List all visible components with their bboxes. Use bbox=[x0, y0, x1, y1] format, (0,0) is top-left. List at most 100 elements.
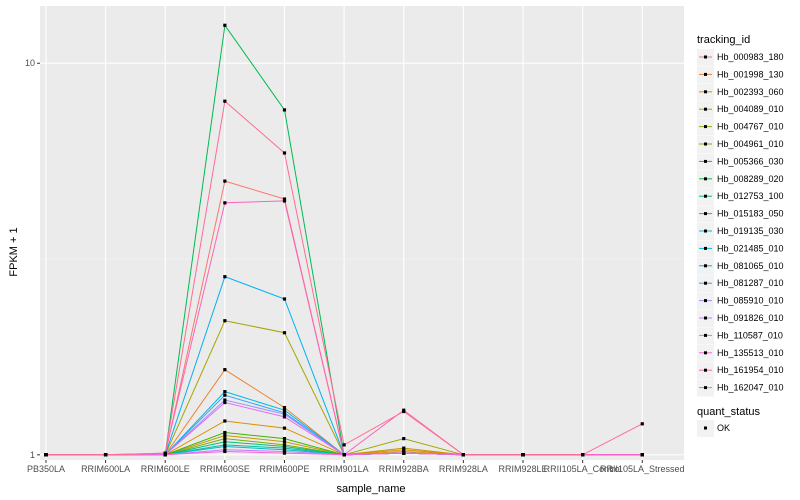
legend-item-label: Hb_081287_010 bbox=[717, 278, 784, 288]
data-point bbox=[223, 275, 227, 279]
panel-background bbox=[40, 6, 684, 460]
legend-key-point bbox=[704, 299, 707, 303]
data-point bbox=[402, 409, 406, 414]
data-point bbox=[581, 453, 585, 457]
legend-item-label: Hb_005366_030 bbox=[717, 156, 784, 166]
x-tick-label: RRII105LA_Control bbox=[544, 464, 622, 474]
x-axis-ticks: PB350LA RRIM600LA RRIM600LE RRIM600SE RRIM60… bbox=[27, 460, 685, 474]
data-point bbox=[282, 331, 287, 335]
legend-shape-items: OK bbox=[697, 420, 730, 437]
legend-item-label: Hb_001998_130 bbox=[717, 69, 784, 79]
legend-key-point bbox=[704, 229, 707, 233]
data-point bbox=[282, 297, 287, 301]
legend-key-point bbox=[704, 264, 707, 268]
data-point bbox=[521, 453, 525, 457]
x-tick-label: PB350LA bbox=[27, 464, 65, 474]
legend-color-items: Hb_000983_180 Hb_001998_130 Hb_002393_060 H… bbox=[697, 49, 784, 397]
data-point bbox=[402, 448, 406, 452]
data-point bbox=[223, 398, 227, 402]
legend-item-label: Hb_000983_180 bbox=[717, 52, 784, 62]
legend-key-point bbox=[704, 281, 707, 285]
legend-item-label: Hb_085910_010 bbox=[717, 296, 784, 306]
data-point bbox=[461, 453, 465, 457]
data-point bbox=[342, 453, 346, 457]
plot-panel bbox=[40, 6, 684, 460]
data-point bbox=[282, 151, 287, 155]
y-axis-ticks: 1 10 bbox=[25, 58, 40, 460]
legend-item-label: Hb_012753_100 bbox=[717, 191, 784, 201]
data-point bbox=[223, 201, 227, 205]
data-point bbox=[402, 451, 406, 455]
legend-item-label: Hb_161954_010 bbox=[717, 365, 784, 375]
legend-key-point bbox=[704, 72, 707, 76]
legend-item-label: Hb_135513_010 bbox=[717, 348, 784, 358]
y-tick-label: 10 bbox=[25, 58, 35, 68]
legend-item-label: Hb_004767_010 bbox=[717, 122, 784, 132]
data-point bbox=[44, 453, 48, 457]
data-point bbox=[282, 426, 287, 430]
legend-key-point bbox=[704, 386, 707, 390]
y-axis-title: FPKM + 1 bbox=[8, 227, 20, 276]
x-tick-label: RRIM600LA bbox=[81, 464, 130, 474]
data-point bbox=[223, 449, 227, 454]
data-point bbox=[282, 443, 287, 447]
legend-key-point bbox=[704, 194, 707, 198]
legend-shape-label: OK bbox=[717, 423, 730, 433]
legend-key-point bbox=[704, 368, 707, 372]
legend-key-point bbox=[704, 142, 707, 146]
x-tick-label: RRIM600SE bbox=[200, 464, 250, 474]
data-point bbox=[163, 451, 167, 455]
legend-shape-title: quant_status bbox=[697, 406, 760, 418]
legend-item-label: Hb_002393_060 bbox=[717, 87, 784, 97]
data-point bbox=[223, 23, 227, 27]
legend-key-point bbox=[704, 246, 707, 250]
legend-item-label: Hb_008289_020 bbox=[717, 174, 784, 184]
data-point bbox=[402, 437, 406, 441]
x-axis-title: sample_name bbox=[336, 483, 405, 495]
data-point bbox=[282, 412, 287, 416]
legend-key-point bbox=[704, 333, 707, 337]
data-point bbox=[282, 449, 287, 454]
gridlines bbox=[40, 6, 684, 460]
legend-item-label: Hb_091826_010 bbox=[717, 313, 784, 323]
legend-item-label: Hb_019135_030 bbox=[717, 226, 784, 236]
data-point bbox=[223, 179, 227, 183]
data-point bbox=[282, 199, 287, 203]
data-point bbox=[223, 390, 227, 394]
legend-key-point bbox=[704, 212, 707, 216]
x-tick-label: RRIM600LE bbox=[141, 464, 190, 474]
data-point bbox=[282, 406, 287, 410]
data-point bbox=[282, 408, 287, 412]
data-point bbox=[342, 443, 346, 447]
data-point bbox=[282, 451, 287, 455]
data-point bbox=[282, 448, 287, 452]
data-point bbox=[223, 437, 227, 441]
data-point bbox=[282, 446, 287, 450]
data-point bbox=[223, 444, 227, 449]
legend-item-label: Hb_110587_010 bbox=[717, 330, 783, 340]
legend-item-label: Hb_081065_010 bbox=[717, 261, 784, 271]
data-point bbox=[223, 443, 227, 447]
legend-key-point bbox=[704, 316, 707, 320]
legend-key-point bbox=[704, 351, 707, 355]
legend-key-point bbox=[704, 107, 707, 111]
x-tick-label: RRIM928LA bbox=[439, 464, 488, 474]
data-point bbox=[163, 453, 167, 457]
data-point bbox=[282, 444, 287, 449]
data-point bbox=[223, 393, 227, 397]
y-tick-label: 1 bbox=[30, 450, 35, 460]
data-point bbox=[282, 197, 287, 201]
data-point bbox=[223, 440, 227, 444]
data-point bbox=[223, 319, 227, 323]
data-point bbox=[402, 449, 406, 454]
x-tick-label: RRIM901LA bbox=[320, 464, 369, 474]
x-tick-label: RRIM928BA bbox=[379, 464, 429, 474]
legend-item-label: Hb_162047_010 bbox=[717, 383, 784, 393]
x-tick-label: RRII105LA_Stressed bbox=[600, 464, 685, 474]
data-point bbox=[640, 453, 644, 457]
legend-item-label: Hb_004961_010 bbox=[717, 139, 784, 149]
legend-key-point bbox=[704, 90, 707, 94]
legend-key-point bbox=[704, 55, 707, 59]
legend-item-label: Hb_004089_010 bbox=[717, 104, 784, 114]
